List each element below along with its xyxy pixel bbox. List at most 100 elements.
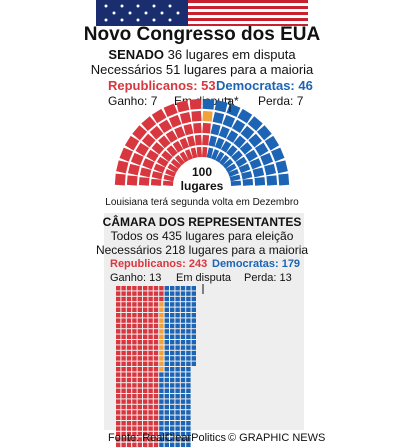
house-seat [132,404,137,410]
house-seat [175,323,180,329]
senate-subtitle: SENADO 36 lugares em disputa [0,47,404,62]
senate-rep-label: Republicanos: 53 [108,78,216,93]
house-seat [126,350,132,356]
house-seat [116,431,121,437]
senate-seat [170,158,182,169]
house-seat [137,388,142,393]
house-seat [175,302,180,307]
senate-center-unit: lugares [181,179,224,193]
house-seat [132,415,137,420]
house-seat [137,345,142,350]
house-seat [148,361,153,366]
house-seat [153,431,159,437]
house-seat [137,286,142,291]
house-seat [132,410,137,415]
house-seat [180,437,186,442]
house-seat [143,329,148,334]
house-seat [148,345,153,350]
house-seat [186,431,191,437]
house-seat [137,323,142,329]
senate-seat [242,178,254,186]
house-seat [164,404,169,410]
house-seat [159,291,164,296]
house-seat [132,313,137,318]
house-seat [164,329,169,334]
house-seat [126,383,132,388]
house-seat [191,286,196,291]
house-seat [132,377,137,383]
house-seat [175,431,180,437]
house-seat [186,394,191,399]
senate-seat [163,174,175,182]
house-seat [143,291,148,296]
house-seat [191,313,196,318]
house-seat [143,383,148,388]
house-seat [143,410,148,415]
house-seat [175,291,180,296]
senate-seat [151,171,163,180]
house-seat [186,313,191,318]
house-seat [116,404,121,410]
house-seat [148,356,153,361]
senate-seat [278,173,290,186]
house-seat [175,388,180,393]
house-seat [164,442,169,447]
house-seat [137,340,142,345]
house-seat [116,345,121,350]
house-seat [126,345,132,350]
house-seat [170,345,175,350]
house-seat [164,334,169,339]
house-seat [121,307,126,312]
house-seat [148,372,153,377]
house-seat [132,388,137,393]
senate-seat [127,163,140,176]
house-seat [137,356,142,361]
house-seat [159,340,164,345]
house-seat [153,291,159,296]
house-seat [159,345,164,350]
house-seat [132,399,137,404]
senate-seat [226,145,238,157]
house-seat [153,426,159,431]
house-seat [186,345,191,350]
house-seat [132,286,137,291]
house-seat [164,340,169,345]
house-seat [186,442,191,447]
house-seat [132,361,137,366]
senate-seat [226,103,241,117]
house-seat [159,394,164,399]
house-seat [186,437,191,442]
house-seat [132,291,137,296]
house-seat [180,377,186,383]
house-seat [186,383,191,388]
senate-seat [165,168,177,178]
house-seat [116,399,121,404]
house-seat [164,323,169,329]
senate-seat [226,130,239,143]
house-seat [153,296,159,302]
house-seat [164,307,169,312]
house-seat [148,286,153,291]
house-seat [137,318,142,323]
house-seat [121,399,126,404]
senate-seat [227,168,239,178]
house-seat [175,313,180,318]
house-seat [132,421,137,426]
senate-footnote: Louisiana terá segunda volta em Dezembro [105,197,299,208]
house-seat [153,410,159,415]
house-seat [175,329,180,334]
house-seat [121,291,126,296]
house-seat [180,340,186,345]
house-seat [164,426,169,431]
house-seat [126,291,132,296]
house-seat [180,404,186,410]
house-seat [164,410,169,415]
house-seat [159,313,164,318]
senate-seat-arc [114,98,290,187]
house-seat [126,410,132,415]
house-seat [137,410,142,415]
house-seat [137,372,142,377]
house-seat [153,361,159,366]
house-seat [180,415,186,420]
